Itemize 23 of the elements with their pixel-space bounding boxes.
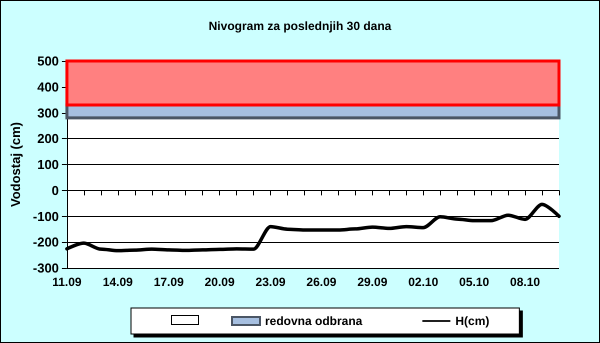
y-tick-label: -300 [32, 260, 59, 276]
legend-label: redovna odbrana [265, 314, 363, 328]
y-tick-label: -200 [32, 234, 59, 250]
legend-label: H(cm) [455, 314, 490, 328]
y-tick-label: -100 [32, 208, 59, 224]
y-tick-label: 400 [37, 79, 59, 94]
x-tick-label: 23.09 [256, 275, 286, 289]
y-tick-label: 0 [52, 182, 59, 198]
y-tick-label: 100 [37, 157, 59, 172]
x-tick-label: 11.09 [52, 275, 82, 289]
x-tick-label: 17.09 [154, 275, 184, 289]
x-tick-label: 14.09 [102, 275, 134, 289]
x-tick-label: 08.10 [510, 275, 540, 289]
x-tick-label: 05.10 [459, 275, 490, 289]
chart-title: Nivogram za poslednjih 30 dana [208, 19, 392, 33]
y-tick-label: 300 [37, 105, 59, 120]
y-axis-title: Vodostaj (cm) [8, 122, 23, 207]
y-tick-label: 500 [37, 54, 59, 68]
x-tick-label: 26.09 [306, 275, 337, 289]
y-tick-label: 200 [37, 131, 59, 146]
x-tick-label: 29.09 [357, 275, 388, 289]
x-tick-label: 02.10 [408, 275, 439, 289]
x-tick-label: 20.09 [204, 275, 235, 289]
